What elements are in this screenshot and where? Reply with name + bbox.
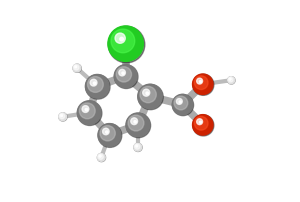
Circle shape bbox=[59, 113, 67, 121]
Circle shape bbox=[140, 87, 156, 103]
Circle shape bbox=[126, 114, 151, 138]
Circle shape bbox=[126, 114, 150, 137]
Circle shape bbox=[228, 77, 235, 84]
Circle shape bbox=[136, 146, 137, 147]
Circle shape bbox=[134, 144, 142, 151]
Circle shape bbox=[115, 34, 125, 44]
Circle shape bbox=[73, 65, 81, 73]
Circle shape bbox=[106, 131, 108, 134]
Circle shape bbox=[80, 103, 95, 119]
Circle shape bbox=[134, 121, 136, 123]
Circle shape bbox=[229, 79, 231, 81]
Circle shape bbox=[146, 93, 148, 95]
Circle shape bbox=[85, 109, 88, 111]
Circle shape bbox=[128, 116, 144, 131]
Circle shape bbox=[93, 83, 96, 85]
Circle shape bbox=[200, 122, 202, 124]
Circle shape bbox=[193, 75, 214, 96]
Circle shape bbox=[59, 113, 67, 121]
Circle shape bbox=[85, 75, 110, 100]
Circle shape bbox=[115, 66, 138, 89]
Circle shape bbox=[131, 118, 138, 125]
Circle shape bbox=[98, 154, 106, 162]
Circle shape bbox=[143, 90, 150, 97]
Circle shape bbox=[103, 128, 109, 135]
Circle shape bbox=[172, 95, 194, 116]
Circle shape bbox=[228, 77, 235, 85]
Circle shape bbox=[59, 114, 65, 119]
Circle shape bbox=[108, 27, 143, 62]
Circle shape bbox=[61, 116, 62, 117]
Circle shape bbox=[88, 77, 103, 93]
Circle shape bbox=[77, 101, 101, 125]
Circle shape bbox=[85, 75, 109, 99]
Circle shape bbox=[119, 70, 125, 77]
Circle shape bbox=[90, 80, 97, 87]
Circle shape bbox=[60, 115, 63, 117]
Circle shape bbox=[176, 99, 182, 105]
Circle shape bbox=[98, 124, 121, 147]
Circle shape bbox=[172, 95, 193, 115]
Circle shape bbox=[179, 101, 181, 103]
Circle shape bbox=[120, 38, 123, 42]
Circle shape bbox=[136, 145, 138, 147]
Circle shape bbox=[99, 155, 101, 158]
Circle shape bbox=[138, 85, 162, 109]
Circle shape bbox=[98, 154, 103, 160]
Circle shape bbox=[108, 27, 145, 63]
Circle shape bbox=[194, 117, 208, 130]
Circle shape bbox=[82, 106, 89, 113]
Circle shape bbox=[200, 81, 202, 83]
Circle shape bbox=[174, 97, 188, 110]
Circle shape bbox=[193, 115, 214, 136]
Circle shape bbox=[197, 119, 203, 125]
Circle shape bbox=[228, 78, 233, 83]
Circle shape bbox=[116, 67, 131, 83]
Circle shape bbox=[75, 66, 77, 69]
Circle shape bbox=[73, 65, 81, 73]
Circle shape bbox=[97, 154, 105, 161]
Circle shape bbox=[122, 73, 124, 75]
Circle shape bbox=[193, 115, 213, 135]
Circle shape bbox=[114, 65, 137, 88]
Circle shape bbox=[197, 79, 203, 85]
Circle shape bbox=[100, 156, 101, 157]
Circle shape bbox=[98, 124, 122, 148]
Circle shape bbox=[193, 75, 213, 95]
Circle shape bbox=[77, 102, 102, 126]
Circle shape bbox=[194, 76, 208, 90]
Circle shape bbox=[100, 126, 115, 141]
Circle shape bbox=[134, 144, 142, 152]
Circle shape bbox=[138, 85, 163, 110]
Circle shape bbox=[111, 30, 135, 54]
Circle shape bbox=[74, 65, 79, 71]
Circle shape bbox=[135, 144, 140, 149]
